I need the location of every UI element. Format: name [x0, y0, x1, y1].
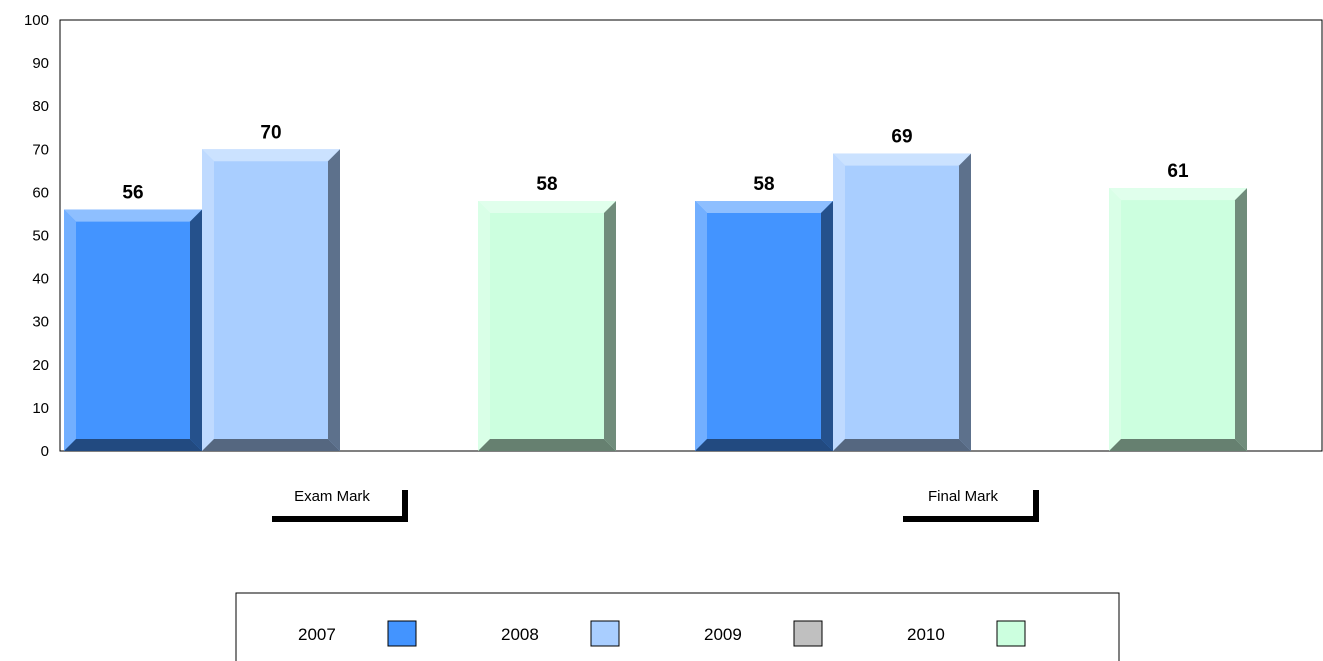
data-labels: 56 70 58 58 69 61 [122, 122, 1189, 203]
legend-item: 2009 [704, 620, 823, 647]
y-tick-label: 60 [32, 184, 49, 201]
bar [478, 201, 616, 451]
data-label: 69 [891, 127, 912, 148]
y-tick-label: 20 [32, 357, 49, 374]
bar [1109, 188, 1247, 451]
legend-label: 2010 [907, 625, 945, 644]
legend-box [235, 592, 1120, 661]
legend: 2007 2008 2009 2010 [235, 592, 1120, 661]
data-label: 61 [1167, 161, 1189, 182]
legend-swatch [387, 620, 417, 647]
y-tick-label: 80 [32, 98, 49, 115]
bar [64, 209, 202, 451]
legend-label: 2009 [704, 625, 742, 644]
category-labels: Exam Mark Final Mark [272, 488, 1039, 522]
legend-label: 2007 [298, 625, 336, 644]
legend-item: 2010 [907, 620, 1026, 647]
legend-swatch [590, 620, 620, 647]
y-tick-label: 90 [32, 55, 49, 72]
y-tick-label: 10 [32, 400, 49, 417]
category-label: Exam Mark [272, 488, 408, 522]
category-label: Final Mark [903, 488, 1039, 522]
bar [695, 201, 833, 451]
legend-swatch [793, 620, 823, 647]
category-text: Final Mark [928, 488, 999, 505]
y-tick-label: 50 [32, 228, 49, 245]
legend-item: 2007 [298, 620, 417, 647]
legend-item: 2008 [501, 620, 620, 647]
bars [64, 149, 1247, 452]
y-tick-label: 40 [32, 271, 49, 288]
y-tick-label: 100 [24, 12, 49, 29]
y-tick-label: 70 [32, 141, 49, 158]
data-label: 56 [122, 183, 143, 204]
legend-swatch [996, 620, 1026, 647]
data-label: 58 [536, 174, 557, 195]
category-text: Exam Mark [294, 488, 370, 505]
bar [833, 153, 971, 452]
y-axis: 0 10 20 30 40 50 60 70 80 90 100 [24, 12, 49, 460]
y-tick-label: 30 [32, 314, 49, 331]
y-tick-label: 0 [41, 443, 49, 460]
legend-label: 2008 [501, 625, 539, 644]
bar [202, 149, 340, 452]
data-label: 70 [260, 122, 281, 143]
data-label: 58 [753, 174, 774, 195]
